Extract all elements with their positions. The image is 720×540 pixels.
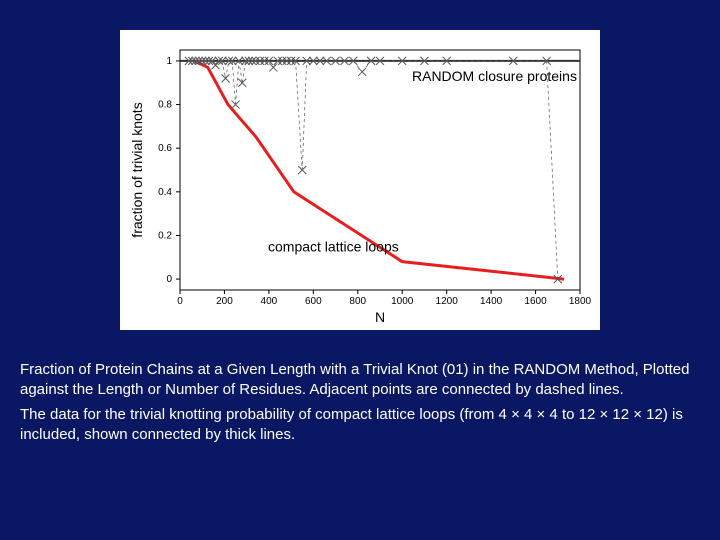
svg-text:1600: 1600 bbox=[524, 296, 547, 307]
svg-text:compact lattice loops: compact lattice loops bbox=[268, 239, 399, 255]
caption-paragraph-1: Fraction of Protein Chains at a Given Le… bbox=[20, 360, 700, 401]
svg-text:200: 200 bbox=[216, 296, 233, 307]
svg-text:1400: 1400 bbox=[480, 296, 503, 307]
svg-text:0.8: 0.8 bbox=[158, 100, 172, 111]
svg-text:800: 800 bbox=[349, 296, 366, 307]
chart-container: 0 200 400 600 800 1000 1200 1400 1600 1800 N 0 0.2 0.… bbox=[120, 30, 600, 330]
svg-text:0.2: 0.2 bbox=[158, 230, 172, 241]
chart-svg: 0 200 400 600 800 1000 1200 1400 1600 1800 N 0 0.2 0.… bbox=[120, 30, 600, 330]
svg-text:400: 400 bbox=[261, 296, 278, 307]
svg-text:600: 600 bbox=[305, 296, 322, 307]
svg-text:1200: 1200 bbox=[436, 296, 459, 307]
svg-text:N: N bbox=[375, 309, 385, 325]
svg-text:0: 0 bbox=[166, 274, 172, 285]
svg-text:1800: 1800 bbox=[569, 296, 592, 307]
svg-text:0: 0 bbox=[177, 296, 183, 307]
svg-text:fraction of trivial knots: fraction of trivial knots bbox=[129, 102, 145, 237]
svg-text:1000: 1000 bbox=[391, 296, 414, 307]
svg-text:RANDOM closure proteins: RANDOM closure proteins bbox=[412, 68, 577, 84]
caption-block: Fraction of Protein Chains at a Given Le… bbox=[20, 360, 700, 449]
svg-text:0.6: 0.6 bbox=[158, 143, 172, 154]
svg-text:1: 1 bbox=[166, 56, 172, 67]
svg-text:0.4: 0.4 bbox=[158, 187, 172, 198]
caption-paragraph-2: The data for the trivial knotting probab… bbox=[20, 405, 700, 446]
